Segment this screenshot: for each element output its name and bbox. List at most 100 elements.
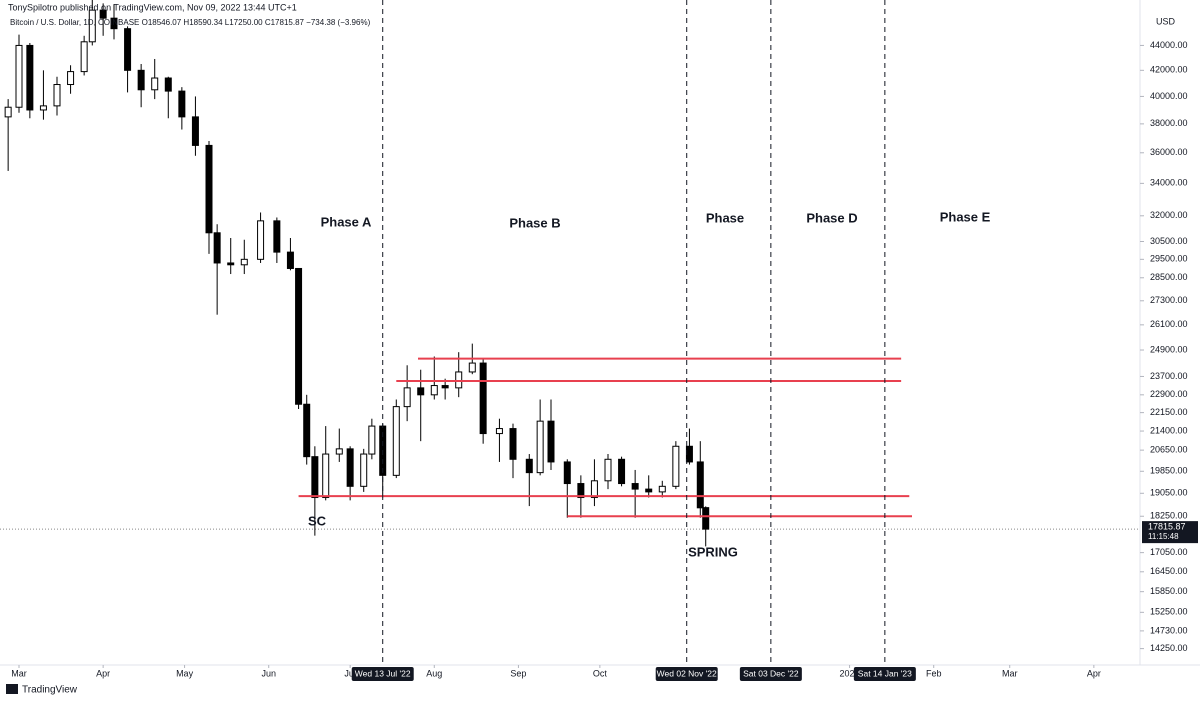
candle-body bbox=[39, 105, 47, 111]
candle-body bbox=[468, 362, 476, 373]
y-tick-label: 30500.00 bbox=[1150, 236, 1188, 246]
currency: USD bbox=[1156, 16, 1176, 26]
candle-body bbox=[441, 385, 449, 389]
annotation: Phase A bbox=[321, 214, 372, 229]
annotation: Phase bbox=[706, 210, 744, 225]
y-tick-label: 16450.00 bbox=[1150, 566, 1188, 576]
annotation: SPRING bbox=[688, 544, 738, 559]
candle-body bbox=[645, 488, 653, 493]
candle-body bbox=[658, 485, 666, 493]
y-tick-label: 17050.00 bbox=[1150, 547, 1188, 557]
y-tick-label: 19050.00 bbox=[1150, 488, 1188, 498]
y-tick-label: 44000.00 bbox=[1150, 40, 1188, 50]
candle-body bbox=[631, 483, 639, 490]
marker-label-bg bbox=[655, 667, 718, 681]
marker-label: Wed 02 Nov '22 bbox=[657, 668, 717, 678]
last-price-tag bbox=[1142, 521, 1198, 544]
marker-label-bg bbox=[351, 667, 414, 681]
annotation: Phase B bbox=[509, 215, 560, 230]
candle-body bbox=[99, 9, 107, 19]
annotation: Phase D bbox=[806, 210, 857, 225]
y-tick-label: 26100.00 bbox=[1150, 319, 1188, 329]
y-tick-label: 15250.00 bbox=[1150, 607, 1188, 617]
y-tick-label: 18250.00 bbox=[1150, 511, 1188, 521]
y-tick-label: 14730.00 bbox=[1150, 625, 1188, 635]
candle-body bbox=[286, 251, 294, 269]
candle-body bbox=[273, 220, 281, 253]
y-tick-label: 24900.00 bbox=[1150, 344, 1188, 354]
x-tick-label: Aug bbox=[426, 668, 442, 678]
y-tick-label: 32000.00 bbox=[1150, 210, 1188, 220]
candle-body bbox=[15, 44, 23, 108]
candle-body bbox=[311, 456, 319, 499]
y-tick-label: 38000.00 bbox=[1150, 118, 1188, 128]
x-tick-label: Sep bbox=[510, 668, 526, 678]
x-tick-label: Jul bbox=[344, 668, 356, 678]
x-tick-label: May bbox=[176, 668, 194, 678]
candle-body bbox=[227, 262, 235, 266]
y-tick-label: 15850.00 bbox=[1150, 586, 1188, 596]
candle-body bbox=[240, 258, 248, 266]
x-tick-label: Apr bbox=[1087, 668, 1101, 678]
candle-body bbox=[88, 9, 96, 43]
candle-body bbox=[110, 17, 118, 30]
last-price-label: 17815.87 bbox=[1148, 522, 1186, 532]
candle-body bbox=[67, 71, 75, 86]
plot bbox=[0, 0, 1140, 547]
x-tick-label: 2023 bbox=[840, 668, 860, 678]
countdown: 11:15:48 bbox=[1148, 532, 1179, 541]
x-tick-label: Apr bbox=[96, 668, 110, 678]
y-tick-label: 28500.00 bbox=[1150, 272, 1188, 282]
x-tick-label: Jun bbox=[261, 668, 276, 678]
candle-body bbox=[577, 483, 585, 499]
candle-body bbox=[495, 428, 503, 435]
marker-label-bg bbox=[853, 667, 916, 681]
candle-body bbox=[702, 507, 710, 530]
candle-body bbox=[685, 445, 693, 463]
candle-body bbox=[124, 28, 132, 71]
candle-body bbox=[525, 458, 533, 474]
annotation: SC bbox=[308, 513, 327, 528]
y-tick-label: 42000.00 bbox=[1150, 65, 1188, 75]
candle-body bbox=[295, 267, 303, 405]
candle-body bbox=[191, 116, 199, 146]
y-tick-label: 22900.00 bbox=[1150, 389, 1188, 399]
candle-body bbox=[403, 387, 411, 408]
byline: TonySpilotro published on TradingView.co… bbox=[8, 2, 297, 12]
candle-body bbox=[672, 445, 680, 487]
marker-label-bg bbox=[739, 667, 802, 681]
candle-body bbox=[178, 90, 186, 118]
y-tick-label: 27300.00 bbox=[1150, 295, 1188, 305]
candle-body bbox=[360, 453, 368, 487]
candle-body bbox=[346, 448, 354, 487]
y-tick-label: 22150.00 bbox=[1150, 407, 1188, 417]
candle-body bbox=[335, 448, 343, 455]
candle-body bbox=[205, 144, 213, 234]
candle-body bbox=[479, 362, 487, 435]
candle-body bbox=[322, 453, 330, 499]
annotation: Phase E bbox=[940, 209, 991, 224]
candle-body bbox=[455, 371, 463, 389]
candle-body bbox=[53, 84, 61, 107]
candle-body bbox=[509, 428, 517, 460]
candle-body bbox=[392, 406, 400, 476]
y-tick-label: 21400.00 bbox=[1150, 425, 1188, 435]
y-tick-label: 36000.00 bbox=[1150, 147, 1188, 157]
candle-body bbox=[618, 458, 626, 485]
candle-body bbox=[26, 44, 34, 111]
candle-body bbox=[137, 69, 145, 91]
marker-label: Sat 03 Dec '22 bbox=[743, 668, 799, 678]
candle-body bbox=[430, 385, 438, 396]
candle-body bbox=[417, 387, 425, 396]
y-tick-label: 34000.00 bbox=[1150, 178, 1188, 188]
y-tick-label: 14250.00 bbox=[1150, 643, 1188, 653]
brand-logo bbox=[6, 684, 18, 694]
candle-body bbox=[213, 232, 221, 264]
y-tick-label: 23700.00 bbox=[1150, 371, 1188, 381]
marker-label: Wed 13 Jul '22 bbox=[355, 668, 411, 678]
x-tick-label: Mar bbox=[11, 668, 27, 678]
candle-body bbox=[590, 480, 598, 499]
candle-body bbox=[536, 420, 544, 474]
y-tick-label: 19850.00 bbox=[1150, 466, 1188, 476]
candle-body bbox=[604, 458, 612, 482]
